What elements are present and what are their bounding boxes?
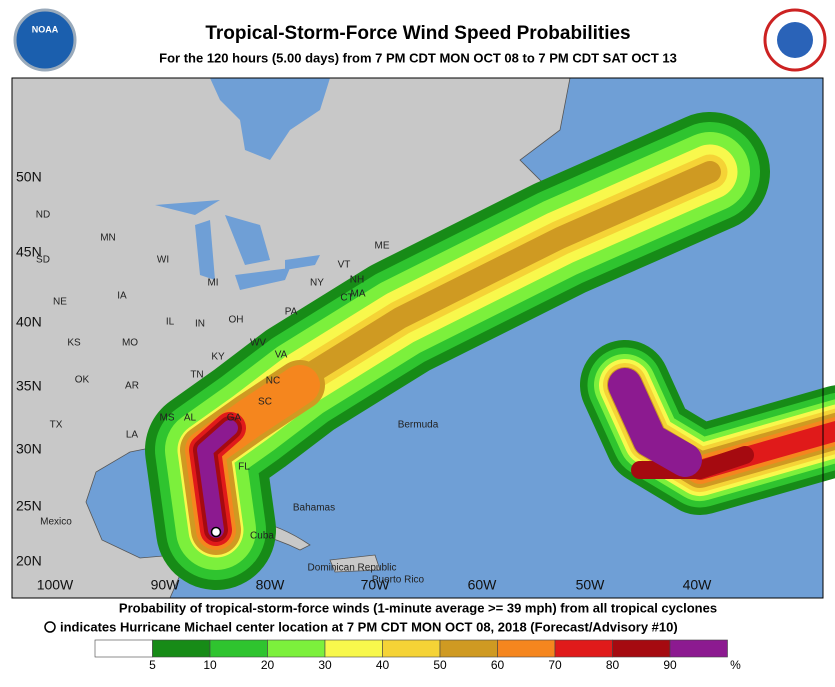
legend-swatch — [152, 639, 211, 658]
place-label: FL — [238, 462, 250, 473]
longitude-label: 100W — [37, 577, 74, 593]
footer-line1: Probability of tropical-storm-force wind… — [119, 600, 717, 615]
place-label: CT — [340, 293, 353, 304]
place-label: Bermuda — [398, 420, 439, 431]
place-label: OH — [229, 315, 244, 326]
longitude-label: 90W — [151, 577, 181, 593]
legend-label: 30 — [318, 658, 332, 672]
legend-swatch — [324, 639, 383, 658]
place-label: IN — [195, 319, 205, 330]
center-symbol — [44, 621, 56, 633]
legend-swatch — [382, 639, 441, 658]
place-label: Bahamas — [293, 503, 335, 514]
place-label: AL — [184, 413, 197, 424]
legend-swatch — [554, 639, 613, 658]
place-label: SC — [258, 397, 272, 408]
legend-label: 90 — [663, 658, 677, 672]
legend-swatch — [497, 639, 556, 658]
place-label: TX — [50, 420, 63, 431]
storm-center — [210, 526, 222, 538]
hudson-bay — [210, 78, 330, 160]
map-frame — [11, 77, 824, 599]
swath-core — [197, 420, 238, 538]
place-label: ND — [36, 210, 50, 221]
latitude-label: 30N — [16, 441, 42, 457]
legend-swatch — [267, 639, 326, 658]
hispaniola — [329, 554, 381, 573]
swath-core — [631, 446, 754, 479]
longitude-label: 50W — [576, 577, 606, 593]
map: 100W 90W 80W 70W 60W 50W 40W 50N 45N 40N 35N 30N 25N… — [11, 77, 835, 599]
place-label: TN — [190, 370, 203, 381]
place-label: IL — [166, 317, 175, 328]
place-label: SD — [36, 255, 50, 266]
legend-label: 5 — [149, 658, 156, 672]
logo-text: NOAA — [32, 24, 59, 34]
great-lakes — [155, 200, 320, 290]
place-label: NY — [310, 278, 324, 289]
legend-swatch — [439, 639, 498, 658]
nws-logo — [763, 8, 827, 72]
legend-label: 60 — [491, 658, 505, 672]
legend-swatch — [669, 639, 728, 658]
place-label: MI — [207, 278, 218, 289]
longitude-label: 40W — [683, 577, 713, 593]
place-label: Puerto Rico — [372, 575, 425, 586]
noaa-logo: NOAA — [13, 8, 77, 72]
place-label: MA — [351, 289, 366, 300]
place-label: LA — [126, 430, 139, 441]
place-label: Mexico — [40, 517, 72, 528]
latitude-label: 50N — [16, 169, 42, 185]
legend-label: 70 — [548, 658, 562, 672]
place-label: Dominican Republic — [308, 563, 397, 574]
place-label: IA — [117, 291, 127, 302]
place-label: NC — [266, 376, 280, 387]
legend-label: 40 — [376, 658, 390, 672]
place-label: AR — [125, 381, 139, 392]
place-label: KY — [211, 352, 225, 363]
place-label: ME — [375, 241, 390, 252]
place-label: MO — [122, 338, 138, 349]
latitude-label: 35N — [16, 378, 42, 394]
place-label: KS — [67, 338, 81, 349]
place-label: MS — [160, 413, 175, 424]
subtitle: For the 120 hours (5.00 days) from 7 PM … — [159, 50, 677, 65]
place-label: MN — [100, 233, 116, 244]
place-label: PA — [285, 307, 298, 318]
place-label: VT — [338, 260, 351, 271]
longitude-label: 70W — [361, 577, 391, 593]
longitude-label: 60W — [468, 577, 498, 593]
place-label: Cuba — [250, 531, 274, 542]
probability-swaths — [145, 112, 835, 590]
latitude-label: 45N — [16, 244, 42, 260]
place-label: GA — [227, 413, 242, 424]
legend-swatch — [94, 639, 153, 658]
legend-label: 50 — [433, 658, 447, 672]
swath-core — [608, 368, 702, 477]
title: Tropical-Storm-Force Wind Speed Probabil… — [205, 23, 630, 44]
place-label: WI — [157, 255, 169, 266]
place-label: NE — [53, 297, 67, 308]
place-label: NH — [350, 275, 364, 286]
legend-swatch — [209, 639, 268, 658]
legend-swatch — [612, 639, 671, 658]
legend-unit: % — [730, 658, 741, 672]
legend: 5 10 20 30 40 50 60 70 80 90% — [94, 639, 741, 672]
legend-label: 20 — [261, 658, 275, 672]
place-label: WV — [250, 338, 266, 349]
legend-label: 80 — [606, 658, 620, 672]
legend-label: 10 — [203, 658, 217, 672]
place-label: VA — [275, 350, 288, 361]
longitude-label: 80W — [256, 577, 286, 593]
footer-line2: indicates Hurricane Michael center locat… — [60, 619, 678, 634]
latitude-label: 25N — [16, 498, 42, 514]
latitude-label: 20N — [16, 553, 42, 569]
place-label: OK — [75, 375, 90, 386]
latitude-label: 40N — [16, 314, 42, 330]
